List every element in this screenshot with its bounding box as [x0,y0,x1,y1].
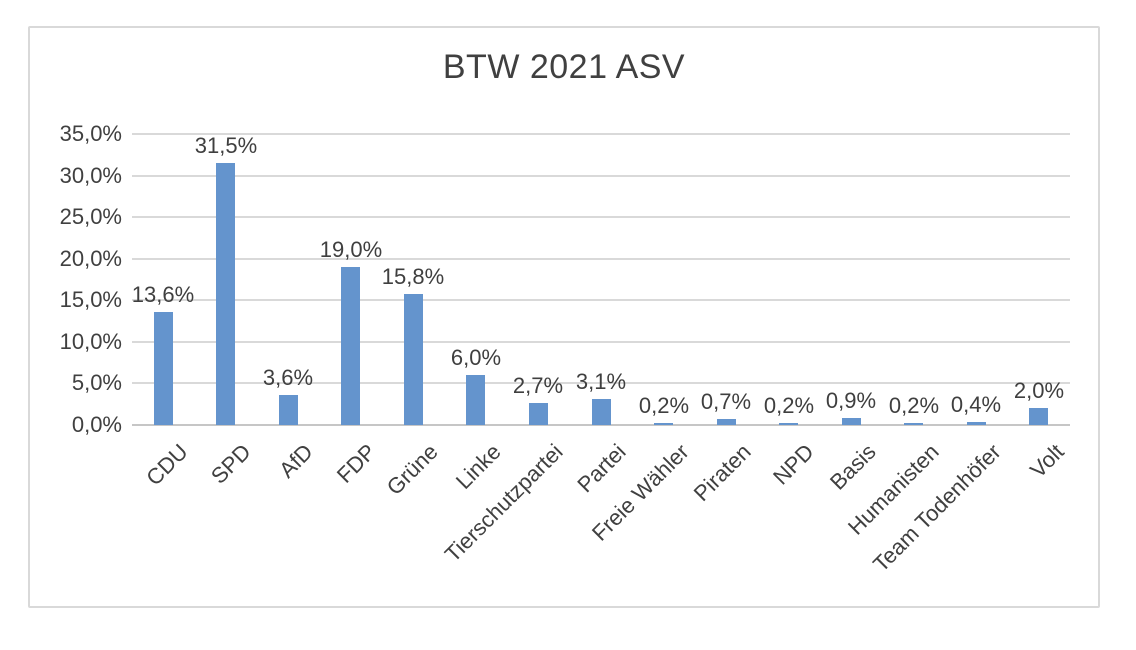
gridline [132,133,1070,135]
bar-linke [466,375,485,425]
x-axis-line [132,424,1070,426]
bar-volt [1029,408,1048,425]
bar-data-label: 0,7% [700,389,752,414]
bar-fdp [341,267,360,425]
bar-basis [842,418,861,425]
gridline [132,257,1070,260]
bar-data-label: 15,8% [381,264,445,289]
bar-data-label: 0,4% [950,392,1002,417]
gridline [132,382,1070,385]
bar-data-label: 2,7% [512,373,564,398]
bar-data-label: 0,9% [825,388,877,413]
bar-spd [216,163,235,425]
bar-data-label: 19,0% [319,237,383,262]
bar-data-label: 31,5% [194,133,258,158]
bar-data-label: 6,0% [450,345,502,370]
y-axis-tick-label: 5,0% [71,370,122,396]
bar-freie-wähler [654,423,673,425]
bar-data-label: 0,2% [888,393,940,418]
y-axis-tick-label: 35,0% [59,121,122,146]
gridline [132,174,1070,177]
bar-partei [592,399,611,425]
gridline [132,340,1070,343]
chart-title: BTW 2021 ASV [442,48,686,86]
bar-data-label: 3,6% [262,365,314,390]
bar-data-label: 3,1% [575,369,627,394]
bar-tierschutzpartei [529,403,548,425]
y-axis-tick-label: 0,0% [71,412,122,437]
bar-team-todenhöfer [967,422,986,425]
bar-npd [779,423,798,425]
y-axis-tick-label: 15,0% [59,287,122,313]
bar-data-label: 0,2% [638,393,690,418]
bar-data-label: 0,2% [763,393,815,418]
gridline [132,216,1070,219]
bar-humanisten [904,423,923,425]
y-axis-tick-label: 10,0% [59,328,122,354]
bar-data-label: 13,6% [131,282,195,307]
y-axis-tick-label: 20,0% [59,245,122,271]
bar-data-label: 2,0% [1013,378,1065,403]
y-axis-tick-label: 25,0% [59,204,122,230]
gridline [132,299,1070,302]
bar-afd [279,395,298,425]
bar-piraten [717,419,736,425]
chart-frame: BTW 2021 ASV 0,0% 5,0% 10,0% 15,0% 20,0% 25,0… [28,26,1100,608]
bar-grüne [404,294,423,425]
bar-cdu [154,312,173,425]
y-axis-tick-label: 30,0% [59,162,122,188]
